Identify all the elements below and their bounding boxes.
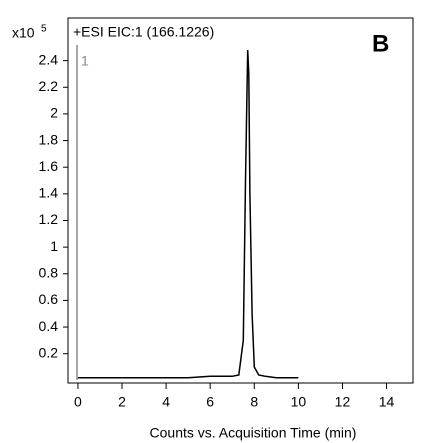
plot-frame: [67, 17, 414, 384]
y-tick-label: 1.8: [39, 131, 59, 147]
y-tick-label: 0.8: [39, 264, 59, 280]
trace-label: 1: [81, 53, 89, 69]
x-tick-label: 14: [379, 394, 395, 410]
x-tick-label: 0: [74, 394, 82, 410]
x-tick-label: 6: [206, 394, 214, 410]
x-tick-label: 12: [335, 394, 351, 410]
y-tick-label: 2.2: [39, 78, 59, 94]
chart-title: +ESI EIC:1 (166.1226): [73, 24, 214, 40]
x-tick-label: 8: [250, 394, 258, 410]
panel-label: B: [372, 30, 389, 57]
y-tick-label: 0.6: [39, 291, 59, 307]
y-tick-label: 0.2: [39, 344, 59, 360]
y-tick-label: 1.2: [39, 211, 59, 227]
y-tick-label: 2: [50, 105, 58, 121]
y-tick-label: 1: [50, 238, 58, 254]
y-tick-label: 1.4: [39, 185, 59, 201]
data-line: [77, 49, 299, 379]
x-tick-label: 2: [118, 394, 126, 410]
y-multiplier: x10: [12, 25, 35, 41]
y-multiplier-exponent: 5: [41, 24, 47, 35]
y-tick-label: 1.6: [39, 158, 59, 174]
x-tick-label: 4: [162, 394, 170, 410]
y-tick-label: 0.4: [39, 318, 59, 334]
y-tick-label: 2.4: [39, 51, 59, 67]
x-tick-label: 10: [291, 394, 307, 410]
x-axis-label: Counts vs. Acquisition Time (min): [150, 425, 357, 441]
